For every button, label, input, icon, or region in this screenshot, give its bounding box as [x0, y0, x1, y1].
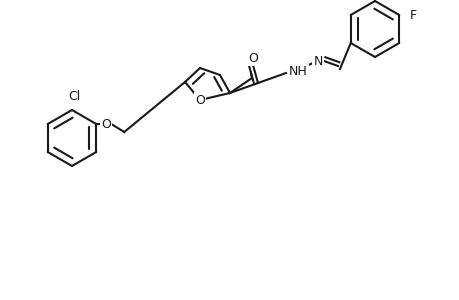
Text: O: O — [101, 118, 111, 130]
Text: O: O — [247, 52, 257, 64]
Text: NH: NH — [288, 64, 307, 77]
Text: F: F — [409, 8, 416, 22]
Text: Cl: Cl — [68, 89, 80, 103]
Text: O: O — [195, 94, 205, 106]
Text: N: N — [313, 55, 322, 68]
